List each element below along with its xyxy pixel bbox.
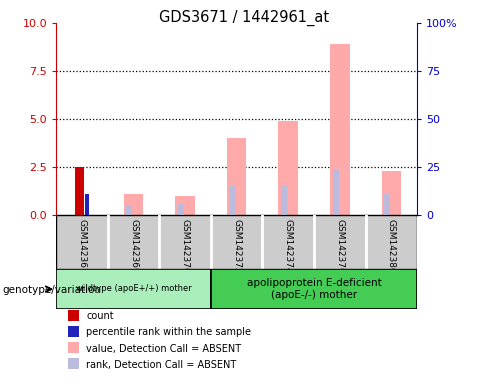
- Text: GSM142380: GSM142380: [387, 219, 396, 274]
- Bar: [75, 167, 84, 215]
- Bar: [126, 205, 132, 215]
- Text: GDS3671 / 1442961_at: GDS3671 / 1442961_at: [159, 10, 329, 26]
- Bar: [384, 194, 390, 215]
- Text: genotype/variation: genotype/variation: [2, 285, 102, 295]
- Text: GSM142372: GSM142372: [232, 219, 241, 274]
- Text: GSM142369: GSM142369: [129, 219, 138, 274]
- Text: count: count: [86, 311, 114, 321]
- Bar: [178, 204, 184, 215]
- Bar: [227, 138, 246, 215]
- Bar: [123, 194, 143, 215]
- Bar: [229, 186, 236, 215]
- Text: GSM142374: GSM142374: [284, 219, 293, 274]
- Bar: [330, 44, 350, 215]
- Bar: [211, 269, 417, 309]
- Bar: [85, 194, 89, 215]
- Text: GSM142370: GSM142370: [181, 219, 190, 274]
- Bar: [333, 169, 339, 215]
- Text: GSM142376: GSM142376: [335, 219, 345, 274]
- Bar: [382, 171, 401, 215]
- Text: percentile rank within the sample: percentile rank within the sample: [86, 328, 251, 338]
- Text: apolipoprotein E-deficient
(apoE-/-) mother: apolipoprotein E-deficient (apoE-/-) mot…: [247, 278, 382, 300]
- Text: GSM142367: GSM142367: [78, 219, 86, 274]
- Text: value, Detection Call = ABSENT: value, Detection Call = ABSENT: [86, 344, 242, 354]
- Bar: [175, 196, 195, 215]
- Bar: [279, 121, 298, 215]
- Text: rank, Detection Call = ABSENT: rank, Detection Call = ABSENT: [86, 360, 237, 370]
- Text: wildtype (apoE+/+) mother: wildtype (apoE+/+) mother: [76, 285, 191, 293]
- Bar: [56, 269, 211, 309]
- Bar: [281, 186, 287, 215]
